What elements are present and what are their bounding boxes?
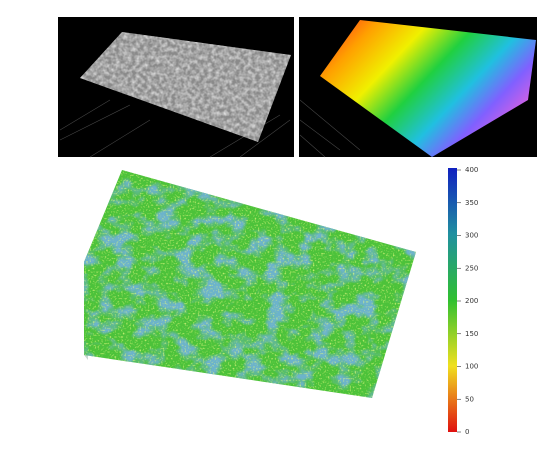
colorbar-tick-label: 100 [465, 363, 478, 371]
colorbar-tick-label: 300 [465, 232, 478, 240]
grid-floor [59, 99, 291, 158]
colorbar-tick-label: 400 [465, 166, 478, 174]
colorbar-tick-label: 250 [465, 264, 478, 272]
colorbar-tick-label: 0 [465, 428, 469, 436]
colorbar-tick-label: 150 [465, 330, 478, 338]
colorbar-tick-label: 50 [465, 395, 474, 403]
rainbow-surface [320, 20, 536, 157]
colorbar-ticks: 400 350 300 250 200 150 100 50 0 [457, 166, 478, 436]
colorbar-tick-label: 200 [465, 297, 478, 305]
surface-speckle [84, 170, 416, 398]
colorbar-tick-label: 350 [465, 199, 478, 207]
colorbar [448, 168, 457, 432]
grid-floor-right [299, 99, 361, 158]
